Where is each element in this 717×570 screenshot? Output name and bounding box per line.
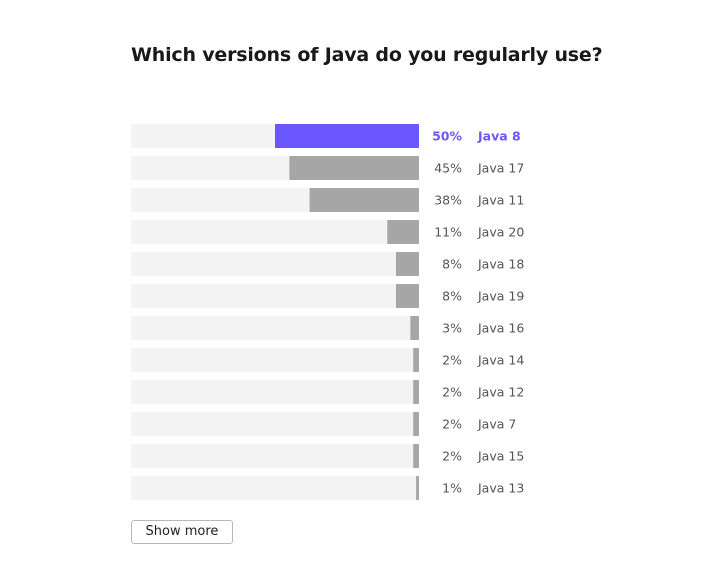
bar-track (131, 380, 419, 404)
bar (395, 284, 419, 308)
value-label: 38% (434, 193, 462, 208)
value-label: 2% (442, 417, 462, 432)
category-label: Java 15 (477, 449, 524, 464)
bar (395, 252, 419, 276)
bar-track (131, 252, 419, 276)
bar-row: 2% Java 12 (131, 380, 524, 404)
bar-track (131, 316, 419, 340)
bar-row: 38% Java 11 (131, 188, 524, 212)
category-label: Java 12 (477, 385, 524, 400)
bar-track (131, 412, 419, 436)
value-label: 8% (442, 257, 462, 272)
value-label: 2% (442, 449, 462, 464)
bar-row: 2% Java 7 (131, 412, 516, 436)
value-label: 2% (442, 353, 462, 368)
bar-row: 50% Java 8 (131, 124, 521, 148)
value-label: 8% (442, 289, 462, 304)
bar-row: 8% Java 19 (131, 284, 524, 308)
category-label: Java 7 (477, 417, 516, 432)
category-label: Java 13 (477, 481, 524, 496)
value-label: 50% (432, 129, 462, 144)
bar (309, 188, 419, 212)
bar-row: 2% Java 14 (131, 348, 524, 372)
category-label: Java 11 (477, 193, 524, 208)
value-label: 1% (442, 481, 462, 496)
category-label: Java 19 (477, 289, 524, 304)
bar-row: 11% Java 20 (131, 220, 524, 244)
bar-track (131, 284, 419, 308)
bar-row: 45% Java 17 (131, 156, 524, 180)
bar-row: 1% Java 13 (131, 476, 524, 500)
category-label: Java 14 (477, 353, 524, 368)
category-label: Java 18 (477, 257, 524, 272)
bar-row: 8% Java 18 (131, 252, 524, 276)
bar (410, 316, 419, 340)
bar-row: 3% Java 16 (131, 316, 524, 340)
bar (416, 476, 419, 500)
bar-chart: 50% Java 8 45% Java 17 38% Java 11 11% Java 20 8… (131, 124, 524, 500)
bar-track (131, 476, 419, 500)
value-label: 11% (434, 225, 462, 240)
bar-track (131, 220, 419, 244)
bar-track (131, 348, 419, 372)
category-label: Java 8 (477, 129, 521, 144)
bar (387, 220, 419, 244)
category-label: Java 17 (477, 161, 524, 176)
value-label: 2% (442, 385, 462, 400)
chart-title: Which versions of Java do you regularly … (131, 44, 603, 66)
category-label: Java 20 (477, 225, 524, 240)
bar (289, 156, 419, 180)
bar (413, 380, 419, 404)
bar (413, 444, 419, 468)
bar-track (131, 444, 419, 468)
value-label: 45% (434, 161, 462, 176)
show-more-button[interactable]: Show more (131, 520, 233, 544)
value-label: 3% (442, 321, 462, 336)
bar (275, 124, 419, 148)
bar-row: 2% Java 15 (131, 444, 524, 468)
bar (413, 412, 419, 436)
bar (413, 348, 419, 372)
category-label: Java 16 (477, 321, 524, 336)
